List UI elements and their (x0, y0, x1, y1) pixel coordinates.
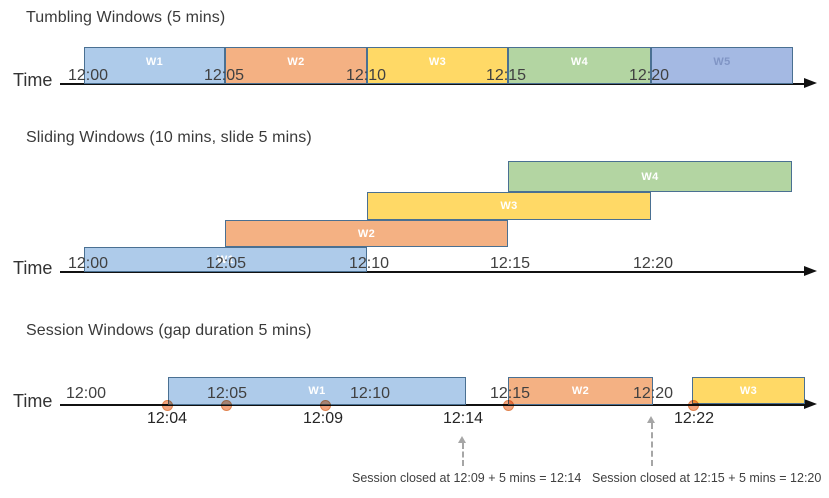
window-label: W3 (428, 55, 447, 68)
event-marker-dot (161, 399, 173, 411)
axis-tick-label: 12:20 (632, 385, 674, 402)
axis-arrowhead-icon (804, 399, 817, 409)
section-title-session: Session Windows (gap duration 5 mins) (26, 322, 312, 339)
window-label: W4 (641, 170, 659, 183)
axis-tick-label: 12:00 (67, 67, 109, 84)
session-closed-note: Session closed at 12:15 + 5 mins = 12:20 (592, 471, 822, 485)
window-label: W1 (145, 55, 164, 68)
window-label: W1 (308, 385, 326, 397)
window-box-w1: W1 (84, 47, 225, 84)
window-box-w4: W4 (508, 161, 792, 192)
time-axis-line (60, 404, 806, 406)
time-axis-label: Time (13, 70, 53, 90)
window-box-w4: W4 (508, 47, 651, 84)
axis-tick-label: 12:20 (628, 67, 670, 84)
axis-arrowhead-icon (804, 78, 817, 88)
session-closed-note: Session closed at 12:09 + 5 mins = 12:14 (352, 471, 582, 485)
time-axis-label: Time (13, 258, 53, 278)
axis-tick-label: 12:05 (206, 385, 248, 402)
window-label: W2 (287, 55, 305, 68)
window-box-w2: W2 (225, 220, 508, 247)
section-title-tumbling: Tumbling Windows (5 mins) (26, 9, 226, 26)
annotation-arrow-line (651, 423, 653, 466)
axis-tick-label: 12:00 (65, 385, 107, 402)
axis-tick-label: 12:10 (349, 385, 391, 402)
time-axis-label: Time (13, 391, 53, 411)
event-time-label: 12:22 (673, 410, 715, 427)
event-marker-dot (502, 399, 514, 411)
section-title-sliding: Sliding Windows (10 mins, slide 5 mins) (26, 129, 312, 146)
annotation-arrow-icon (647, 416, 655, 423)
window-label: W1 (216, 253, 235, 266)
window-box-w2: W2 (508, 377, 653, 405)
window-label: W2 (571, 385, 590, 397)
axis-tick-label: 12:10 (348, 255, 390, 272)
window-box-w2: W2 (225, 47, 367, 84)
axis-tick-label: 12:00 (67, 255, 109, 272)
axis-tick-label: 12:15 (485, 67, 527, 84)
window-label: W3 (500, 200, 518, 212)
window-box-w3: W3 (367, 192, 651, 220)
window-label: W3 (739, 384, 758, 397)
window-box-w1: W1 (84, 247, 367, 272)
window-box-w1: W1 (168, 377, 466, 405)
axis-tick-label: 12:05 (203, 67, 245, 84)
event-marker-dot (319, 399, 331, 411)
event-marker-dot (687, 399, 699, 411)
window-label: W5 (713, 55, 731, 68)
event-marker-dot (220, 399, 232, 411)
window-box-w3: W3 (367, 47, 508, 84)
time-axis-line (60, 83, 806, 85)
axis-tick-label: 12:10 (345, 67, 387, 84)
event-time-label: 12:09 (302, 410, 344, 427)
axis-tick-label: 12:15 (489, 255, 531, 272)
window-box-w5: W5 (651, 47, 793, 84)
axis-tick-label: 12:15 (489, 385, 531, 402)
event-time-label: 12:14 (442, 410, 484, 427)
annotation-arrow-icon (458, 436, 466, 443)
window-label: W4 (570, 55, 589, 68)
axis-tick-label: 12:05 (205, 255, 247, 272)
window-box-w3: W3 (692, 377, 805, 404)
event-time-label: 12:04 (146, 410, 188, 427)
axis-arrowhead-icon (804, 266, 817, 276)
time-axis-line (60, 271, 806, 273)
annotation-arrow-line (462, 443, 464, 466)
axis-tick-label: 12:20 (632, 255, 674, 272)
window-label: W2 (357, 227, 376, 240)
